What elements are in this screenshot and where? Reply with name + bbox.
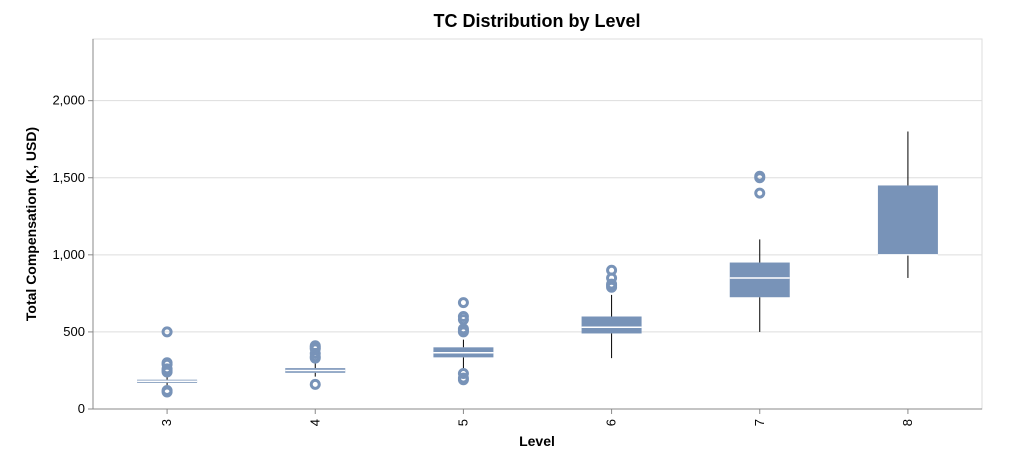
x-axis-title: Level (519, 433, 555, 449)
outlier-point (606, 278, 618, 290)
y-tick-label: 500 (63, 324, 85, 339)
x-tick-label: 6 (604, 419, 619, 426)
outlier-point (754, 170, 766, 182)
grid-layer (93, 100, 982, 410)
x-tick-label: 5 (455, 419, 470, 426)
iqr-box (877, 185, 938, 255)
outlier-point (161, 326, 173, 338)
outlier-point (457, 368, 469, 380)
box-layer (137, 131, 938, 398)
y-tick-label: 0 (78, 401, 85, 416)
y-axis-title: Total Compensation (K, USD) (23, 127, 39, 321)
box-level-7 (729, 170, 790, 332)
y-tick-label: 2,000 (52, 93, 85, 108)
y-tick-label: 1,500 (52, 170, 85, 185)
x-tick-label: 4 (307, 419, 322, 426)
axis-layer: 0 500 1,000 1,500 2,000 3 4 5 6 7 8 (52, 39, 982, 426)
iqr-box (729, 262, 790, 298)
outlier-point (606, 264, 618, 276)
x-tick-label: 3 (159, 419, 174, 426)
outlier-point (457, 372, 469, 384)
outlier-point (161, 363, 173, 375)
box-level-4 (285, 340, 346, 390)
box-level-6 (581, 264, 642, 359)
outlier-point (457, 297, 469, 309)
box-level-5 (433, 297, 494, 386)
plot-frame (92, 38, 983, 410)
outlier-point (309, 378, 321, 390)
iqr-box (581, 316, 642, 334)
outlier-point (161, 357, 173, 369)
outlier-point (309, 340, 321, 352)
chart-title: TC Distribution by Level (433, 11, 640, 31)
outlier-point (161, 385, 173, 396)
box-level-3 (137, 326, 198, 398)
x-tick-label: 8 (900, 419, 915, 426)
x-tick-label: 7 (752, 419, 767, 426)
box-level-8 (877, 131, 938, 278)
outlier-point (457, 311, 469, 322)
y-tick-label: 1,000 (52, 247, 85, 262)
outlier-point (754, 187, 766, 199)
